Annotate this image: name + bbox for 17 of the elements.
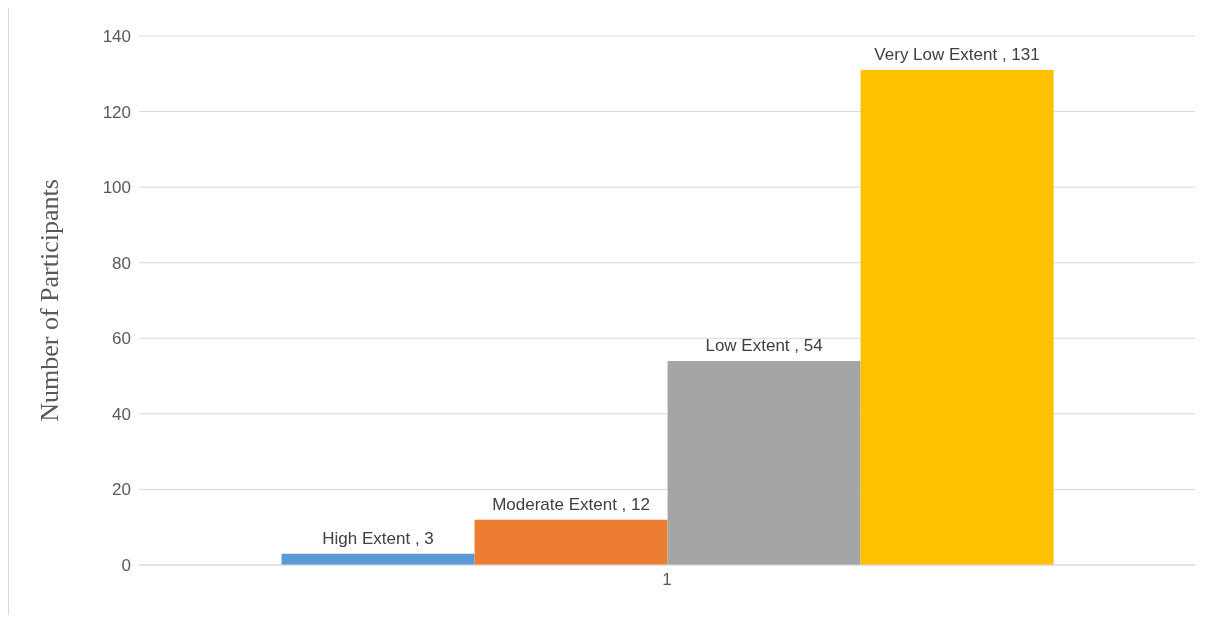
- bar: [474, 519, 668, 565]
- y-tick-label: 0: [121, 556, 131, 576]
- x-tick-label: 1: [662, 570, 672, 590]
- y-tick-label: 140: [102, 27, 131, 47]
- bar: [667, 360, 861, 565]
- y-tick-label: 20: [112, 480, 131, 500]
- data-label: Moderate Extent , 12: [492, 494, 650, 514]
- y-tick-label: 120: [102, 102, 131, 122]
- y-tick-label: 100: [102, 178, 131, 198]
- data-label: Very Low Extent , 131: [874, 45, 1040, 65]
- y-tick-label: 80: [112, 253, 131, 273]
- y-tick-label: 40: [112, 404, 131, 424]
- bar: [860, 70, 1054, 565]
- data-label: Low Extent , 54: [705, 335, 823, 355]
- y-tick-label: 60: [112, 329, 131, 349]
- y-axis-title: Number of Participants: [35, 179, 65, 422]
- data-label: High Extent , 3: [322, 528, 434, 548]
